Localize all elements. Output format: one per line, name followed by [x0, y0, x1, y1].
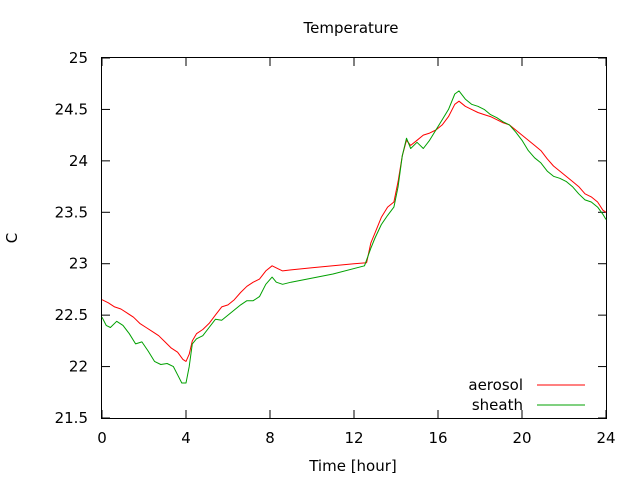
legend-label-aerosol: aerosol	[468, 376, 523, 394]
y-tick-label: 22	[69, 358, 88, 376]
x-tick-label: 24	[596, 429, 615, 447]
series-line-aerosol	[101, 100, 607, 362]
y-tick-label: 22.5	[55, 306, 88, 324]
y-tick-label: 25	[69, 49, 88, 67]
x-tick-label: 16	[428, 429, 447, 447]
x-tick-label: 12	[344, 429, 363, 447]
x-axis-label: Time [hour]	[308, 457, 397, 475]
y-tick-label: 23	[69, 255, 88, 273]
series-line-sheath	[101, 90, 607, 384]
y-tick-label: 24.5	[55, 100, 88, 118]
legend-label-sheath: sheath	[472, 396, 523, 414]
series-layer	[101, 90, 607, 384]
chart-title: Temperature	[302, 19, 398, 37]
y-tick-label: 24	[69, 152, 88, 170]
y-axis-label: C	[3, 233, 21, 243]
plot-frame	[101, 57, 607, 419]
legend: aerosol sheath	[468, 376, 585, 414]
x-tick-label: 0	[97, 429, 107, 447]
y-tick-label: 21.5	[55, 409, 88, 427]
ticks-layer: 0 4 8 12 16 20 24 21.5 22 22.5 23 23.5 24 24.5 25	[55, 49, 616, 447]
x-tick-label: 8	[265, 429, 275, 447]
y-tick-label: 23.5	[55, 203, 88, 221]
x-tick-label: 4	[181, 429, 191, 447]
x-tick-label: 20	[512, 429, 531, 447]
